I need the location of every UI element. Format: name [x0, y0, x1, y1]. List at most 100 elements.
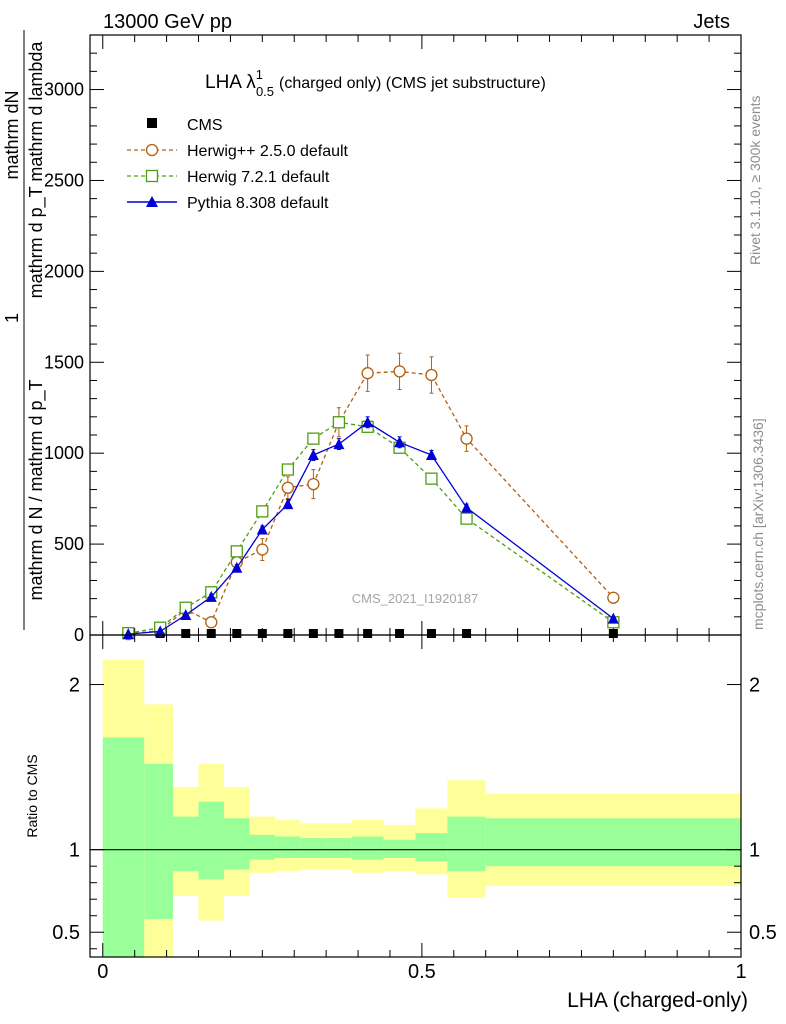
x-tick-label: 0.5 — [408, 961, 436, 983]
data-point — [232, 629, 242, 638]
data-point — [308, 629, 318, 638]
ratio-y-axis-label: Ratio to CMS — [24, 754, 40, 837]
ratio-band-inner — [198, 801, 225, 880]
data-point — [425, 472, 438, 485]
data-point — [607, 612, 619, 624]
ratio-axis-ticks: 0.5 0.51 12 20 0.5 1 — [52, 635, 777, 983]
ratio-band-inner — [172, 816, 199, 872]
ratio-y-tick-label: 1 — [69, 840, 80, 862]
data-point — [426, 629, 436, 638]
data-point — [332, 416, 346, 429]
legend-entry-herwigpp: Herwig++ 2.5.0 default — [127, 143, 349, 160]
ratio-y-tick-label: 0.5 — [52, 922, 80, 944]
main-y-axis-label: 1 mathrm d N / mathrm d p_T mathrm dN ma… — [2, 30, 47, 630]
data-point — [256, 543, 269, 556]
legend-label-pythia: Pythia 8.308 default — [187, 195, 329, 212]
data-point — [461, 501, 473, 513]
series-0 — [123, 629, 618, 638]
ratio-band-inner — [351, 836, 384, 860]
data-point — [256, 523, 268, 535]
x-tick-label: 1 — [735, 961, 746, 983]
y-label-numerator: mathrm dN — [2, 90, 22, 179]
data-point — [462, 629, 472, 638]
ratio-band-inner — [102, 737, 145, 957]
data-point — [393, 365, 406, 378]
ratio-plot-panel: 0.5 0.51 12 20 0.5 1 — [52, 634, 777, 983]
data-point — [282, 498, 294, 510]
data-point — [257, 629, 267, 638]
data-point — [425, 449, 437, 460]
ratio-y-tick-label-right: 1 — [749, 840, 760, 862]
ratio-band-inner — [300, 838, 327, 858]
series-3 — [122, 416, 619, 640]
ratio-band-inner — [383, 839, 416, 858]
y-label-denominator: mathrm d N / mathrm d p_T — [26, 379, 47, 600]
legend-label-cms: CMS — [187, 117, 223, 134]
legend-entry-herwig7: Herwig 7.2.1 default — [127, 169, 330, 186]
data-point — [231, 561, 243, 573]
y-tick-label: 1500 — [44, 352, 84, 372]
data-point — [362, 416, 374, 428]
legend-label-herwig7: Herwig 7.2.1 default — [187, 169, 330, 186]
category-label: Jets — [693, 11, 730, 33]
ratio-band-inner — [415, 833, 448, 862]
x-tick-label: 0 — [97, 961, 108, 983]
legend-marker-pythia — [146, 196, 158, 207]
y-tick-label: 500 — [54, 534, 84, 554]
legend-entry-cms: CMS — [147, 117, 223, 134]
ratio-band-inner — [275, 836, 301, 858]
legend-marker-cms — [147, 118, 157, 128]
data-point — [395, 629, 405, 638]
mcplots-label: mcplots.cern.ch [arXiv:1306.3436] — [750, 418, 766, 630]
data-point — [206, 629, 216, 638]
y-label-middle: mathrm d p_T mathrm d lambda — [26, 41, 47, 299]
data-point — [205, 616, 218, 629]
data-point — [205, 590, 217, 602]
ratio-y-tick-label-right: 0.5 — [749, 922, 777, 944]
legend-label-herwigpp: Herwig++ 2.5.0 default — [187, 143, 349, 160]
ratio-band-inner — [485, 818, 741, 867]
data-point — [361, 367, 374, 380]
data-point — [307, 449, 319, 460]
data-point — [425, 368, 438, 382]
data-point — [460, 512, 473, 525]
legend-entry-pythia: Pythia 8.308 default — [127, 195, 329, 212]
y-label-one: 1 — [2, 313, 22, 323]
ratio-band-inner — [224, 818, 250, 870]
data-point — [181, 629, 191, 638]
y-tick-label: 2500 — [44, 170, 84, 190]
data-point — [180, 609, 192, 620]
rivet-version-label: Rivet 3.1.10, ≥ 300k events — [747, 95, 763, 265]
plot-title: LHA λ1 0.5 (charged only) (CMS jet substru… — [205, 67, 546, 99]
data-point — [122, 628, 134, 640]
legend-marker-herwig7 — [145, 169, 159, 183]
data-point — [230, 545, 243, 558]
y-tick-label: 0 — [74, 625, 84, 645]
main-series-layer — [122, 352, 620, 641]
ratio-y-tick-label: 2 — [69, 675, 80, 697]
ratio-plot-frame — [89, 634, 742, 958]
ratio-band-inner — [249, 834, 276, 860]
data-point — [363, 629, 373, 638]
energy-label: 13000 GeV pp — [103, 11, 232, 33]
ratio-uncertainty-bands — [102, 659, 741, 957]
main-plot-panel: 0 500 1000 1500 2000 2500 3000 — [44, 34, 742, 645]
legend: CMS Herwig++ 2.5.0 default Herwig 7.2.1 … — [127, 117, 349, 212]
data-point — [281, 463, 295, 476]
data-point — [333, 438, 345, 450]
y-tick-label: 2000 — [44, 261, 84, 281]
series-line — [128, 421, 614, 635]
y-tick-label: 1000 — [44, 443, 84, 463]
x-axis-label: LHA (charged-only) — [567, 989, 748, 1012]
data-point — [307, 432, 320, 445]
legend-marker-herwigpp — [145, 143, 159, 157]
data-point — [283, 629, 293, 638]
ratio-y-tick-label-right: 2 — [749, 675, 760, 697]
y-tick-label: 3000 — [44, 80, 84, 100]
data-point — [154, 625, 166, 637]
ratio-band-inner — [447, 816, 486, 872]
data-point — [460, 432, 473, 445]
ratio-band-inner — [326, 838, 352, 858]
analysis-watermark: CMS_2021_I1920187 — [352, 591, 479, 606]
